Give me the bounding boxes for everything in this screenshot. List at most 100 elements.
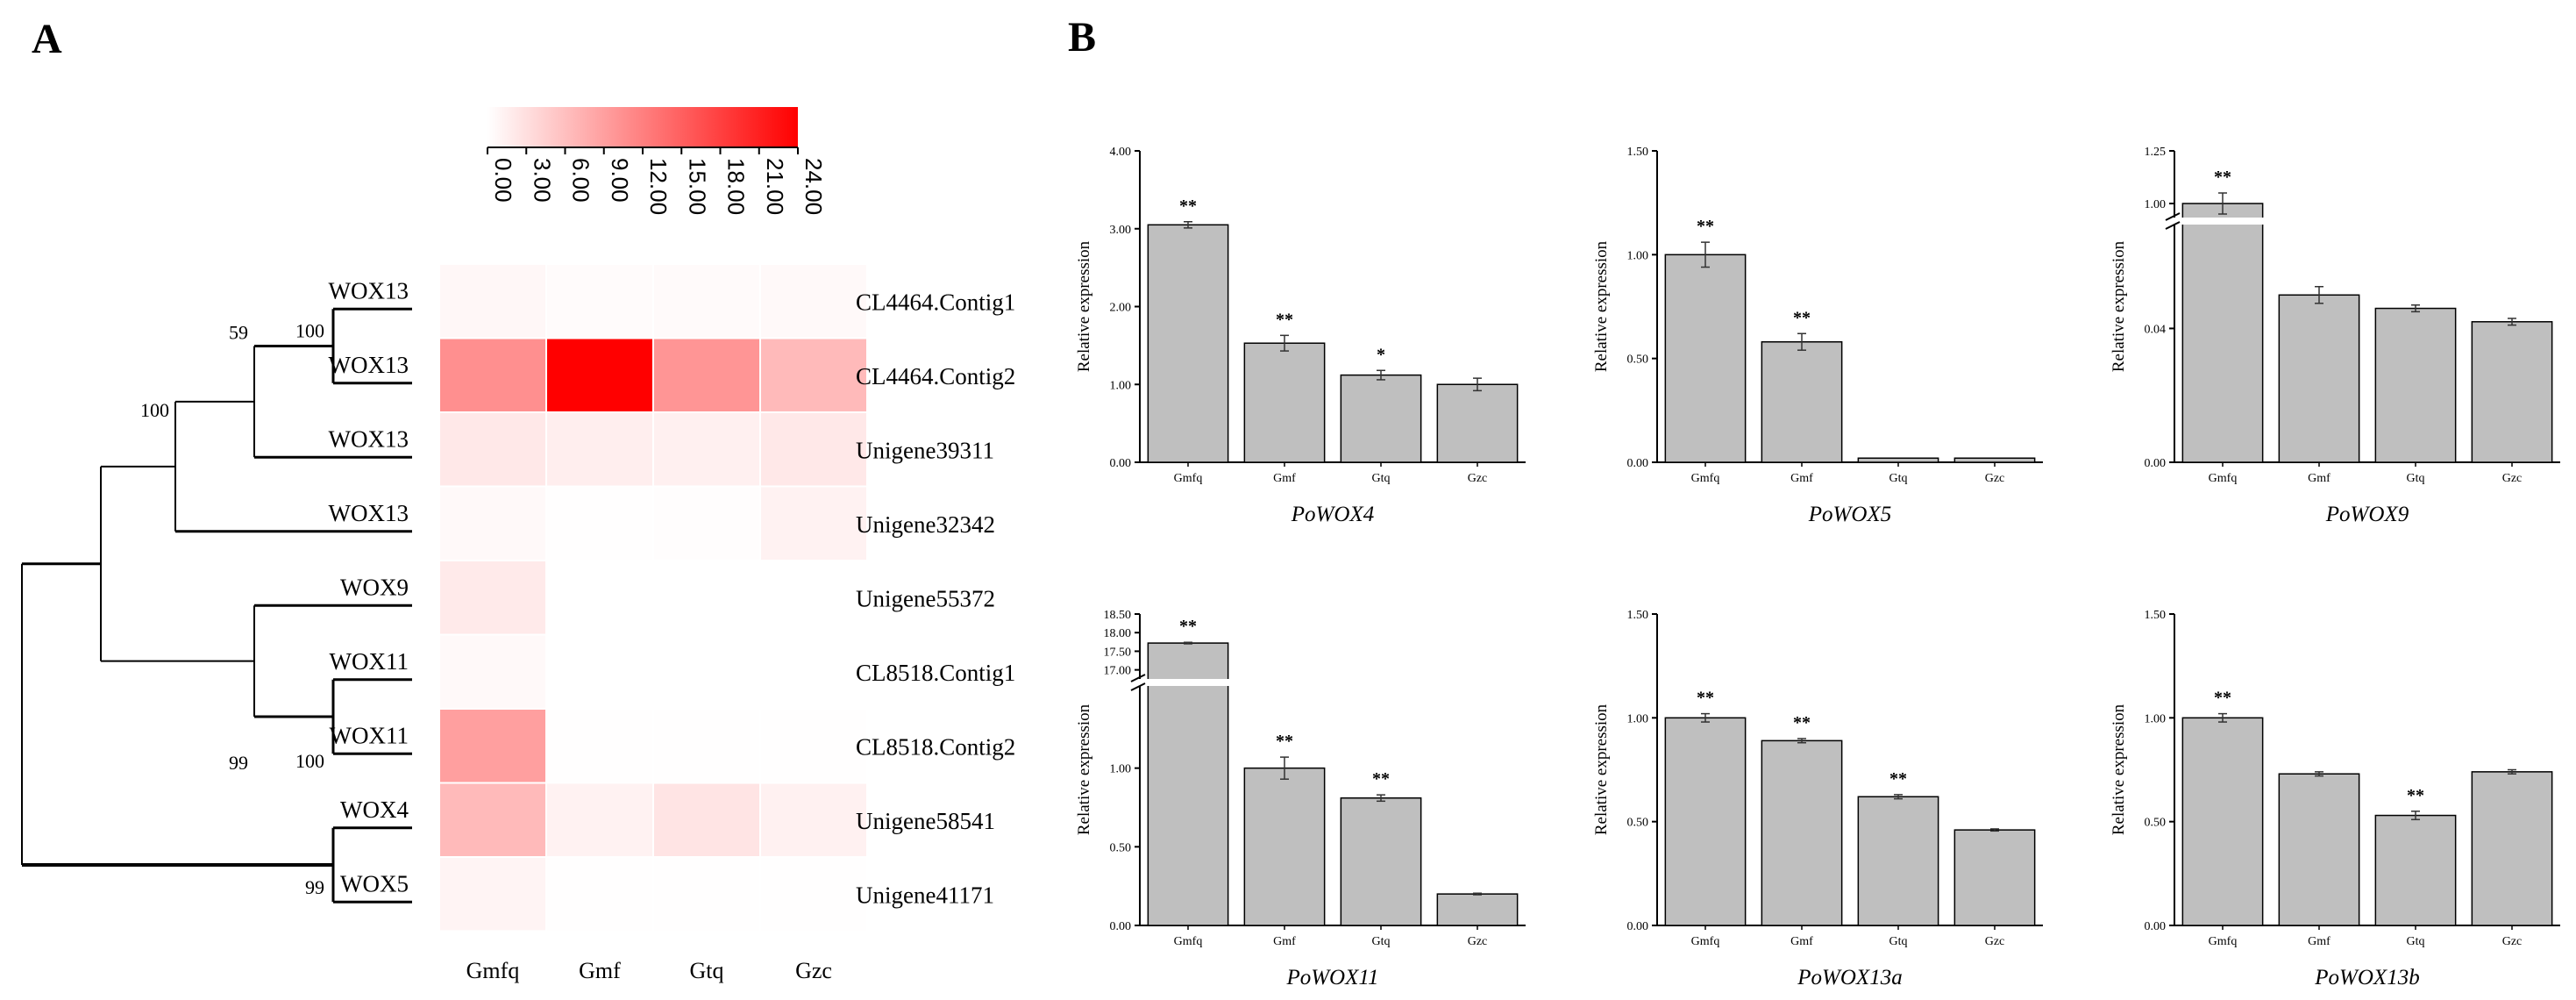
- bootstrap-value: 99: [305, 876, 324, 898]
- y-tick-label: 0.50: [1627, 817, 1649, 830]
- chart-title: PoWOX5: [1808, 503, 1891, 526]
- heatmap-cell: [761, 561, 866, 634]
- y-tick-label: 2.00: [1110, 302, 1132, 315]
- bar: [1761, 739, 1843, 926]
- heatmap-cell: [654, 858, 759, 931]
- y-tick-label: 17.00: [1104, 665, 1132, 678]
- y-tick-label: 0.50: [2145, 817, 2167, 830]
- heatmap-cell: [654, 265, 759, 338]
- heatmap-cell: [654, 339, 759, 411]
- y-tick-label: 18.00: [1104, 627, 1132, 640]
- bar: [1664, 717, 1747, 926]
- x-tick-label: Gzc: [1468, 935, 1488, 948]
- heatmap-row-label: Unigene39311: [856, 437, 994, 463]
- tree-tip-label: WOX11: [330, 722, 409, 748]
- heatmap-cell: [761, 339, 866, 411]
- colorbar-tick-label: 24.00: [801, 158, 827, 215]
- bar-chart-powox13b: 0.00 0.50 1.00 1.50 Relative expression ** Gmf…: [2110, 609, 2560, 989]
- significance-mark: **: [1179, 617, 1197, 636]
- y-axis-label: Relative expression: [1075, 704, 1093, 835]
- heatmap-cell: [440, 635, 545, 708]
- bar: [1953, 829, 2036, 926]
- heatmap-cell: [761, 265, 866, 338]
- bar: [1340, 796, 1422, 926]
- x-tick-label: Gmf: [2308, 472, 2330, 485]
- y-tick-label: 4.00: [1110, 146, 1132, 159]
- bar: [2278, 294, 2360, 463]
- y-axis-label: Relative expression: [1592, 240, 1611, 372]
- y-tick-label: 18.50: [1104, 609, 1132, 622]
- bar: [1857, 457, 1939, 463]
- heatmap-cell: [440, 339, 545, 411]
- y-tick-label: 0.00: [2145, 920, 2167, 933]
- axis-break-mark: [1130, 674, 1146, 682]
- bar-charts: 0.00 1.00 2.00 3.00 4.00 Relative expression *…: [1075, 146, 2560, 989]
- heatmap-cell: [761, 710, 866, 782]
- significance-mark: **: [1179, 196, 1197, 216]
- significance-mark: *: [1377, 345, 1385, 364]
- bootstrap-value: 59: [229, 322, 248, 344]
- y-tick-label: 0.50: [1627, 354, 1649, 367]
- heatmap-row-label: CL4464.Contig2: [856, 363, 1015, 389]
- y-tick-label: 0.00: [1627, 920, 1649, 933]
- y-tick-label: 1.00: [2145, 198, 2167, 211]
- x-tick-label: Gmfq: [1174, 935, 1203, 948]
- chart-title: PoWOX13a: [1797, 966, 1902, 989]
- heatmap-cell: [547, 858, 652, 931]
- significance-mark: **: [1793, 713, 1811, 732]
- bar: [1436, 893, 1519, 926]
- x-tick-label: Gzc: [2502, 472, 2523, 485]
- x-tick-label: Gtq: [2407, 935, 2425, 948]
- bar: [1857, 796, 1939, 926]
- bar-chart-powox13a: 0.00 0.50 1.00 1.50 Relative expression ** Gmf…: [1592, 609, 2043, 989]
- bar: [1953, 457, 2036, 463]
- colorbar-tick-label: 15.00: [684, 158, 710, 215]
- y-tick-label: 0.00: [1110, 457, 1132, 470]
- bar: [1243, 342, 1326, 463]
- x-tick-label: Gmfq: [1691, 935, 1720, 948]
- x-tick-label: Gmf: [2308, 935, 2330, 948]
- bar-chart-powox11: 0.00 0.50 1.00 17.00 17.50 18.00 18.50 Relative…: [1075, 609, 1526, 989]
- heatmap-cell: [761, 858, 866, 931]
- heatmap-cell: [654, 561, 759, 634]
- y-tick-label: 0.00: [1627, 457, 1649, 470]
- y-tick-label: 0.00: [2145, 457, 2167, 470]
- heatmap-cell: [761, 487, 866, 560]
- bar: [1761, 340, 1843, 463]
- x-tick-label: Gmf: [1273, 472, 1296, 485]
- y-tick-label: 1.00: [1627, 712, 1649, 725]
- tree-tip-label: WOX13: [329, 425, 409, 452]
- bar: [1243, 767, 1326, 926]
- heatmap-cell: [547, 710, 652, 782]
- tree-tip-label: WOX5: [340, 870, 409, 896]
- x-tick-label: Gzc: [1468, 472, 1488, 485]
- bar: [2181, 203, 2264, 463]
- significance-mark: **: [1793, 308, 1811, 327]
- heatmap-cell: [440, 783, 545, 856]
- chart-title: PoWOX9: [2325, 503, 2409, 526]
- x-tick-label: Gtq: [2407, 472, 2425, 485]
- y-tick-label: 1.00: [1110, 763, 1132, 776]
- bootstrap-value: 99: [229, 752, 248, 774]
- heatmap-cell: [654, 413, 759, 486]
- heatmap-cell: [761, 783, 866, 856]
- y-tick-label: 0.04: [2145, 323, 2167, 336]
- heatmap-row-label: CL4464.Contig1: [856, 289, 1015, 315]
- heatmap-cell: [761, 413, 866, 486]
- tree-tip-label: WOX13: [329, 500, 409, 526]
- bar: [2278, 773, 2360, 926]
- bootstrap-value: 100: [295, 319, 324, 341]
- significance-mark: **: [1276, 310, 1293, 329]
- heatmap-column-label: Gzc: [795, 958, 832, 983]
- significance-mark: **: [1889, 769, 1907, 789]
- heatmap-cell: [654, 487, 759, 560]
- bar: [1147, 642, 1229, 926]
- axis-break-gap: [2164, 218, 2265, 225]
- phylogenetic-tree: WOX13 WOX13 WOX13 WOX13 WOX9 WOX11 WOX11 WOX4 WO…: [21, 277, 412, 904]
- heatmap-cell: [654, 635, 759, 708]
- tree-tip-label: WOX4: [340, 796, 409, 823]
- bar: [1664, 254, 1747, 463]
- heatmap-cell: [440, 413, 545, 486]
- y-tick-label: 1.50: [1627, 146, 1649, 159]
